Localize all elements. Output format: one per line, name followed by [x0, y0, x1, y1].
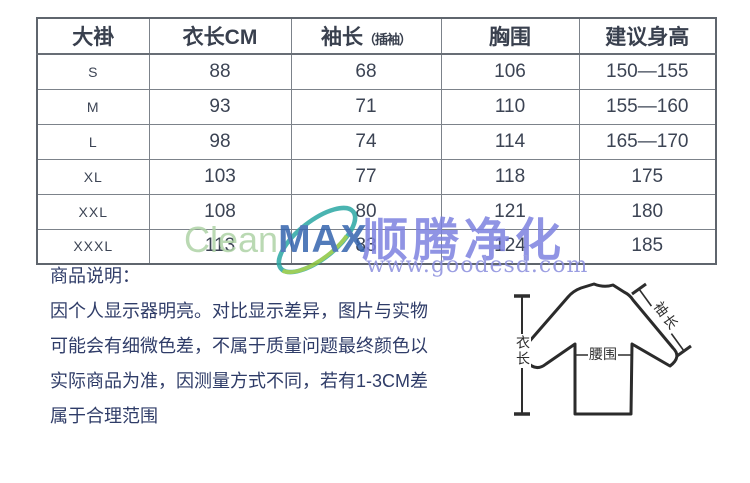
value-cell: 155—160	[578, 88, 717, 125]
col-header-height: 建议身高	[578, 17, 717, 55]
value-cell: 80	[290, 193, 442, 230]
label-waist: 腰围	[588, 346, 618, 363]
value-cell: 106	[440, 53, 580, 90]
value-cell: 68	[290, 53, 442, 90]
description-line: 可能会有细微色差，不属于质量问题最终颜色以	[50, 336, 428, 356]
size-table-row: S 88 68 106 150—155	[36, 53, 717, 90]
value-cell: 88	[148, 53, 292, 90]
value-cell: 113	[148, 228, 292, 265]
size-table: 大褂 衣长CM 袖长（插袖） 胸围 建议身高 S 88 68 106 150—155 M 9…	[36, 17, 717, 265]
value-cell: 118	[440, 158, 580, 195]
size-cell: XL	[36, 158, 150, 195]
garment-outline-drawing	[514, 282, 692, 416]
col-header-size: 大褂	[36, 17, 150, 55]
size-cell: XXL	[36, 193, 150, 230]
description-title: 商品说明：	[50, 266, 140, 286]
product-description: 商品说明： 因个人显示器明亮。对比显示差异，图片与实物 可能会有细微色差，不属于…	[50, 259, 480, 434]
description-line: 实际商品为准，因测量方式不同，若有1-3CM差	[50, 371, 429, 391]
description-line: 属于合理范围	[50, 406, 158, 426]
value-cell: 103	[148, 158, 292, 195]
size-cell: M	[36, 88, 150, 125]
garment-diagram	[500, 275, 750, 430]
size-table-row: L 98 74 114 165—170	[36, 123, 717, 160]
description-line: 因个人显示器明亮。对比显示差异，图片与实物	[50, 301, 428, 321]
col-header-sleeve: 袖长（插袖）	[290, 17, 442, 55]
label-garment-length: 衣长	[514, 334, 531, 368]
value-cell: 165—170	[578, 123, 717, 160]
value-cell: 108	[148, 193, 292, 230]
col-header-length: 衣长CM	[148, 17, 292, 55]
col-header-chest: 胸围	[440, 17, 580, 55]
size-table-row: XL 103 77 118 175	[36, 158, 717, 195]
value-cell: 175	[578, 158, 717, 195]
value-cell: 77	[290, 158, 442, 195]
value-cell: 185	[578, 228, 717, 265]
size-table-row: XXL 108 80 121 180	[36, 193, 717, 230]
value-cell: 110	[440, 88, 580, 125]
size-cell: L	[36, 123, 150, 160]
col-header-sleeve-sub: （插袖）	[362, 32, 412, 47]
value-cell: 124	[440, 228, 580, 265]
value-cell: 114	[440, 123, 580, 160]
value-cell: 93	[148, 88, 292, 125]
value-cell: 71	[290, 88, 442, 125]
size-cell: S	[36, 53, 150, 90]
value-cell: 98	[148, 123, 292, 160]
value-cell: 150—155	[578, 53, 717, 90]
size-cell: XXXL	[36, 228, 150, 265]
value-cell: 74	[290, 123, 442, 160]
value-cell: 180	[578, 193, 717, 230]
header-row: 大褂 衣长CM 袖长（插袖） 胸围 建议身高	[36, 17, 717, 55]
size-table-row: M 93 71 110 155—160	[36, 88, 717, 125]
value-cell: 121	[440, 193, 580, 230]
col-header-sleeve-main: 袖长	[320, 26, 363, 49]
